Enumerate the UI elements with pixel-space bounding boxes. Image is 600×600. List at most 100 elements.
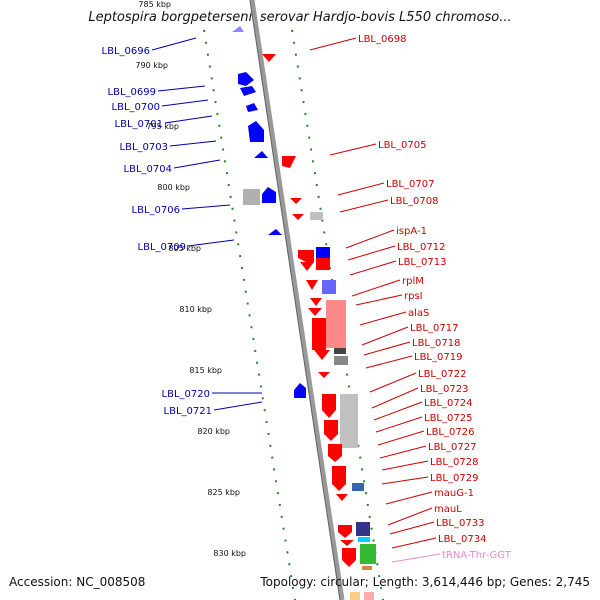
feature-block[interactable] xyxy=(362,566,372,570)
feature-arrow[interactable] xyxy=(338,525,352,538)
gene-label[interactable]: tRNA-Thr-GGT xyxy=(442,550,512,561)
gene-label[interactable]: LBL_0698 xyxy=(358,34,406,45)
gene-label[interactable]: alaS xyxy=(408,308,429,319)
feature-block[interactable] xyxy=(334,348,346,354)
gene-label[interactable]: LBL_0726 xyxy=(426,427,474,438)
gene-label[interactable]: LBL_0699 xyxy=(108,87,156,98)
label-leader-line xyxy=(387,507,433,526)
gene-label[interactable]: LBL_0728 xyxy=(430,457,478,468)
gene-label[interactable]: LBL_0717 xyxy=(410,323,458,334)
label-leader-line xyxy=(347,245,396,261)
gene-label[interactable]: LBL_0705 xyxy=(378,140,426,151)
feature-arrow[interactable] xyxy=(298,250,314,262)
label-leader-line xyxy=(337,182,385,196)
feature-block[interactable] xyxy=(334,356,348,365)
feature-arrow[interactable] xyxy=(318,372,330,378)
reverse-strand-features[interactable] xyxy=(232,26,306,398)
feature-arrow[interactable] xyxy=(342,548,356,567)
gene-label[interactable]: LBL_0721 xyxy=(164,406,212,417)
feature-arrow[interactable] xyxy=(238,72,254,86)
gene-label[interactable]: LBL_0707 xyxy=(386,179,434,190)
gene-label[interactable]: LBL_0729 xyxy=(430,473,478,484)
feature-block[interactable] xyxy=(340,394,358,448)
gene-label[interactable]: LBL_0725 xyxy=(424,413,472,424)
feature-block[interactable] xyxy=(316,247,330,258)
forward-strand-features[interactable] xyxy=(262,54,376,600)
gene-label[interactable]: LBL_0734 xyxy=(438,534,486,545)
feature-arrow[interactable] xyxy=(306,280,318,290)
feature-block[interactable] xyxy=(360,544,376,564)
gene-label[interactable]: mauL xyxy=(434,504,462,515)
feature-arrow[interactable] xyxy=(322,394,336,418)
feature-arrow[interactable] xyxy=(292,214,304,220)
gene-label[interactable]: LBL_0696 xyxy=(102,46,150,57)
feature-arrow[interactable] xyxy=(336,494,348,501)
feature-block[interactable] xyxy=(243,189,260,205)
gene-label[interactable]: LBL_0722 xyxy=(418,369,466,380)
gene-label[interactable]: LBL_0733 xyxy=(436,518,484,529)
scale-tick-label: 830 kbp xyxy=(213,549,246,558)
feature-block[interactable] xyxy=(316,258,330,270)
gene-label[interactable]: LBL_0713 xyxy=(398,257,446,268)
label-leader-line xyxy=(355,294,403,306)
gene-label[interactable]: rpsI xyxy=(404,291,423,302)
feature-block[interactable] xyxy=(350,592,360,600)
feature-arrow[interactable] xyxy=(294,383,306,398)
feature-arrow[interactable] xyxy=(248,121,264,142)
label-leader-line xyxy=(371,387,419,409)
label-leader-line xyxy=(187,239,235,247)
label-leader-line xyxy=(181,204,231,210)
feature-arrow[interactable] xyxy=(308,308,322,316)
feature-arrow[interactable] xyxy=(332,466,346,491)
feature-arrow[interactable] xyxy=(290,198,302,204)
feature-arrow[interactable] xyxy=(254,151,268,158)
gene-label[interactable]: ispA-1 xyxy=(396,226,427,237)
scale-tick-label: 805 kbp xyxy=(168,244,201,253)
feature-arrow[interactable] xyxy=(314,350,330,360)
feature-arrow[interactable] xyxy=(282,156,296,168)
label-leader-line xyxy=(169,140,217,147)
gene-label[interactable]: LBL_0718 xyxy=(412,338,460,349)
feature-block[interactable] xyxy=(356,522,370,536)
feature-arrow[interactable] xyxy=(268,229,282,235)
feature-block[interactable] xyxy=(310,212,323,220)
feature-arrow[interactable] xyxy=(262,187,276,203)
gene-label[interactable]: rplM xyxy=(402,276,424,287)
feature-block[interactable] xyxy=(352,483,364,491)
feature-block[interactable] xyxy=(312,318,326,350)
reverse-gene-labels[interactable]: LBL_0696 LBL_0699 LBL_0700 LBL_0701 LBL_0703… xyxy=(102,46,212,417)
label-leader-line xyxy=(351,279,401,297)
gene-label[interactable]: LBL_0724 xyxy=(424,398,472,409)
feature-arrow[interactable] xyxy=(300,262,314,271)
feature-arrow[interactable] xyxy=(246,103,258,112)
feature-arrow[interactable] xyxy=(232,26,244,32)
gene-label[interactable]: LBL_0706 xyxy=(132,205,180,216)
feature-arrow[interactable] xyxy=(328,444,342,462)
gene-label[interactable]: LBL_0727 xyxy=(428,442,476,453)
gene-label[interactable]: LBL_0720 xyxy=(162,389,210,400)
feature-arrow[interactable] xyxy=(340,540,354,546)
feature-block[interactable] xyxy=(364,592,374,600)
forward-gene-labels[interactable]: LBL_0698 LBL_0705 LBL_0707 LBL_0708 ispA-1 LB… xyxy=(358,34,512,561)
gene-label[interactable]: LBL_0723 xyxy=(420,384,468,395)
feature-block[interactable] xyxy=(358,537,370,542)
gene-label[interactable]: LBL_0712 xyxy=(397,242,445,253)
label-leader-line xyxy=(373,401,423,421)
gene-label[interactable]: LBL_0704 xyxy=(124,164,172,175)
feature-arrow[interactable] xyxy=(324,420,338,441)
gene-label[interactable]: LBL_0703 xyxy=(120,142,168,153)
label-leader-line xyxy=(379,445,427,459)
feature-arrow[interactable] xyxy=(310,298,322,306)
gene-label[interactable]: LBL_0708 xyxy=(390,196,438,207)
gene-label[interactable]: LBL_0701 xyxy=(115,119,163,130)
feature-arrow[interactable] xyxy=(262,54,276,62)
gene-label[interactable]: LBL_0719 xyxy=(414,352,462,363)
label-leader-line xyxy=(329,143,377,156)
feature-arrow[interactable] xyxy=(240,86,256,96)
gene-label[interactable]: mauG-1 xyxy=(434,488,474,499)
feature-block[interactable] xyxy=(322,280,336,294)
gene-label[interactable]: LBL_0709 xyxy=(138,242,186,253)
gene-label[interactable]: LBL_0700 xyxy=(112,102,160,113)
feature-block[interactable] xyxy=(326,300,346,348)
